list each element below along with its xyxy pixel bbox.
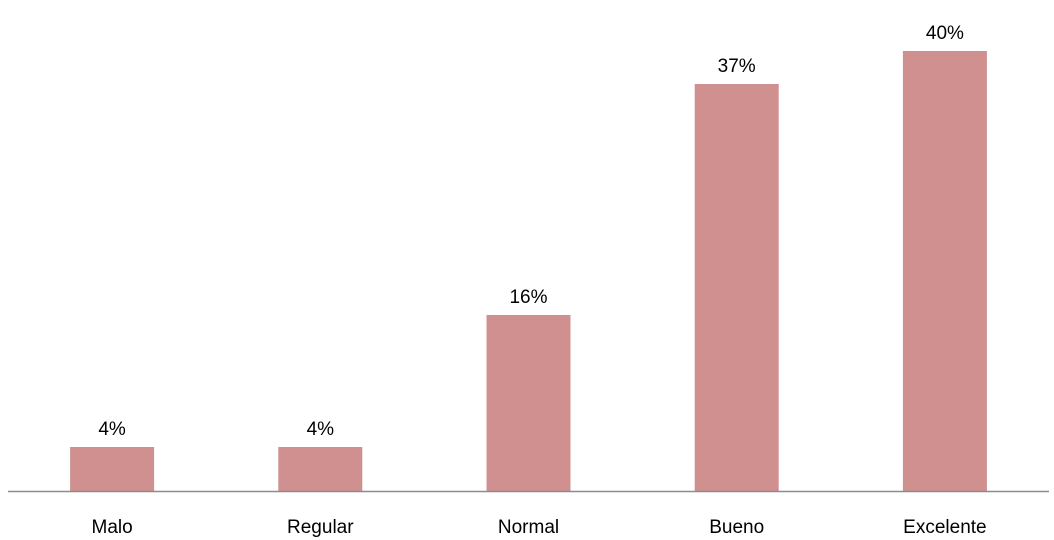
x-tick-label-regular: Regular [287, 517, 354, 538]
data-label-regular: 4% [307, 419, 335, 440]
bar-malo [70, 447, 155, 491]
x-tick-label-normal: Normal [498, 517, 559, 538]
x-tick-label-bueno: Bueno [709, 517, 764, 538]
bars-layer [70, 51, 987, 491]
bar-excelente [902, 51, 987, 491]
data-label-normal: 16% [509, 287, 547, 308]
data-label-bueno: 37% [718, 56, 756, 77]
x-tick-label-malo: Malo [92, 517, 133, 538]
data-label-malo: 4% [98, 419, 126, 440]
bar-bueno [694, 84, 779, 491]
data-labels-layer: 4% 4% 16% 37% 40% [98, 23, 964, 440]
bar-regular [278, 447, 363, 491]
x-tick-labels-layer: Malo Regular Normal Bueno Excelente [92, 517, 987, 538]
bar-normal [486, 315, 571, 491]
x-tick-label-excelente: Excelente [903, 517, 986, 538]
data-label-excelente: 40% [926, 23, 964, 44]
